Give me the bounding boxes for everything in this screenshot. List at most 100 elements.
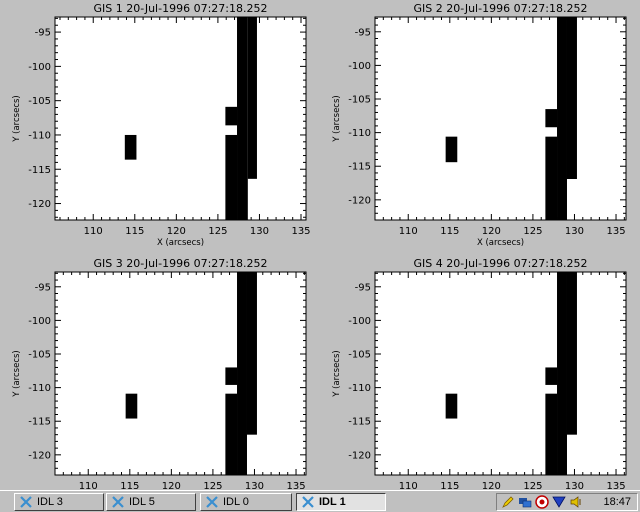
download-icon[interactable] xyxy=(552,495,566,509)
x-tick-label: 130 xyxy=(565,226,584,237)
volume-icon[interactable] xyxy=(569,495,583,509)
panel-title: GIS 3 20-Jul-1996 07:27:18.252 xyxy=(94,257,268,270)
x-tick-label: 135 xyxy=(606,481,625,490)
taskbar-button-idl-1[interactable]: IDL 1 xyxy=(296,493,386,511)
y-tick-label: -120 xyxy=(348,450,371,461)
y-axis-label: Y (arcsecs) xyxy=(332,350,342,397)
image-pixel-block xyxy=(545,136,558,220)
gis-panel-2: 110 115 120 125 130 135 -95 -100 -105 -110 -115 -12… xyxy=(332,2,627,248)
x-tick-label: 120 xyxy=(482,481,501,490)
image-pixel-block xyxy=(225,393,238,475)
y-tick-label: -95 xyxy=(355,27,371,38)
image-pixel-block xyxy=(557,272,567,475)
y-tick-label: -115 xyxy=(348,417,371,428)
taskbar-button-idl-0[interactable]: IDL 0 xyxy=(200,493,292,511)
image-pixel-block xyxy=(566,17,577,179)
gis-plots: 110 115 120 125 130 135 -95 -100 -105 -110 -115 -12… xyxy=(12,2,627,490)
x-tick-label: 110 xyxy=(79,481,98,490)
image-pixel-block xyxy=(124,134,137,160)
x-tick-label: 125 xyxy=(523,226,542,237)
image-pixel-block xyxy=(237,272,247,475)
image-pixel-block xyxy=(125,393,138,419)
y-tick-label: -110 xyxy=(348,383,371,394)
y-tick-label: -120 xyxy=(28,450,51,461)
idl-icon xyxy=(206,496,218,508)
idl-icon xyxy=(112,496,124,508)
idl-plot-window: 110 115 120 125 130 135 -95 -100 -105 -110 -115 -12… xyxy=(12,2,627,490)
x-tick-label: 125 xyxy=(523,481,542,490)
image-pixel-block xyxy=(246,272,257,435)
plot-frame xyxy=(374,271,627,476)
gis-panel-1: 110 115 120 125 130 135 -95 -100 -105 -110 -115 -12… xyxy=(12,2,311,248)
image-pixel-block xyxy=(225,367,238,385)
plot-area xyxy=(375,17,626,220)
clock: 18:47 xyxy=(603,496,631,508)
y-tick-label: -120 xyxy=(28,199,51,210)
image-pixel-block xyxy=(545,109,558,128)
image-pixel-block xyxy=(566,272,577,435)
taskbar-button-label: IDL 3 xyxy=(37,496,63,508)
image-pixel-block xyxy=(247,17,257,179)
image-pixel-block xyxy=(557,17,567,220)
taskbar-button-label: IDL 5 xyxy=(129,496,155,508)
image-pixel-block xyxy=(225,134,238,220)
plot-frame xyxy=(54,271,307,476)
y-tick-label: -100 xyxy=(28,62,51,73)
x-tick-label: 120 xyxy=(162,481,181,490)
y-tick-label: -95 xyxy=(35,282,51,293)
x-tick-label: 135 xyxy=(286,481,305,490)
y-tick-label: -110 xyxy=(348,128,371,139)
y-tick-label: -115 xyxy=(28,165,51,176)
pen-icon[interactable] xyxy=(501,495,515,509)
y-tick-label: -95 xyxy=(35,28,51,39)
x-tick-label: 110 xyxy=(84,226,103,237)
x-tick-label: 120 xyxy=(482,226,501,237)
x-tick-label: 130 xyxy=(245,481,264,490)
idl-icon xyxy=(302,496,314,508)
x-tick-label: 115 xyxy=(440,481,459,490)
network-icon[interactable] xyxy=(518,495,532,509)
plot-area xyxy=(55,17,306,220)
plot-area xyxy=(375,272,626,475)
x-tick-label: 125 xyxy=(203,481,222,490)
y-tick-label: -110 xyxy=(28,130,51,141)
y-axis-label: Y (arcsecs) xyxy=(12,350,22,397)
panel-title: GIS 2 20-Jul-1996 07:27:18.252 xyxy=(414,2,588,15)
image-pixel-block xyxy=(545,393,558,475)
panel-title: GIS 1 20-Jul-1996 07:27:18.252 xyxy=(94,2,268,15)
x-axis-label: X (arcsecs) xyxy=(157,238,204,248)
y-tick-label: -100 xyxy=(348,316,371,327)
x-tick-label: 125 xyxy=(208,226,227,237)
target-icon[interactable] xyxy=(535,495,549,509)
x-tick-label: 115 xyxy=(125,226,144,237)
x-tick-label: 130 xyxy=(250,226,269,237)
x-tick-label: 115 xyxy=(440,226,459,237)
y-tick-label: -100 xyxy=(28,316,51,327)
gis-panel-4: 110 115 120 125 130 135 -95 -100 -105 -110 -115 -12… xyxy=(332,257,627,490)
y-tick-label: -120 xyxy=(348,195,371,206)
y-tick-label: -105 xyxy=(28,350,51,361)
y-tick-label: -115 xyxy=(348,162,371,173)
x-tick-label: 120 xyxy=(167,226,186,237)
system-tray: 18:47 xyxy=(496,493,638,511)
taskbar: IDL 3 IDL 5 IDL 0 IDL 1 18:47 xyxy=(0,490,640,512)
taskbar-button-idl-5[interactable]: IDL 5 xyxy=(106,493,196,511)
y-tick-label: -115 xyxy=(28,417,51,428)
x-tick-label: 130 xyxy=(565,481,584,490)
image-pixel-block xyxy=(445,393,458,419)
y-tick-label: -110 xyxy=(28,383,51,394)
image-pixel-block xyxy=(225,106,238,126)
y-tick-label: -105 xyxy=(348,95,371,106)
x-tick-label: 110 xyxy=(399,481,418,490)
x-axis-label: X (arcsecs) xyxy=(477,238,524,248)
y-axis-label: Y (arcsecs) xyxy=(12,95,22,142)
plot-area xyxy=(55,272,306,475)
taskbar-button-label: IDL 0 xyxy=(223,496,249,508)
plot-frame xyxy=(374,16,627,221)
x-tick-label: 115 xyxy=(120,481,139,490)
taskbar-button-idl-3[interactable]: IDL 3 xyxy=(14,493,104,511)
y-tick-label: -100 xyxy=(348,61,371,72)
gis-panel-3: 110 115 120 125 130 135 -95 -100 -105 -110 -115 -12… xyxy=(12,257,307,490)
image-pixel-block xyxy=(445,136,458,163)
x-tick-label: 110 xyxy=(399,226,418,237)
